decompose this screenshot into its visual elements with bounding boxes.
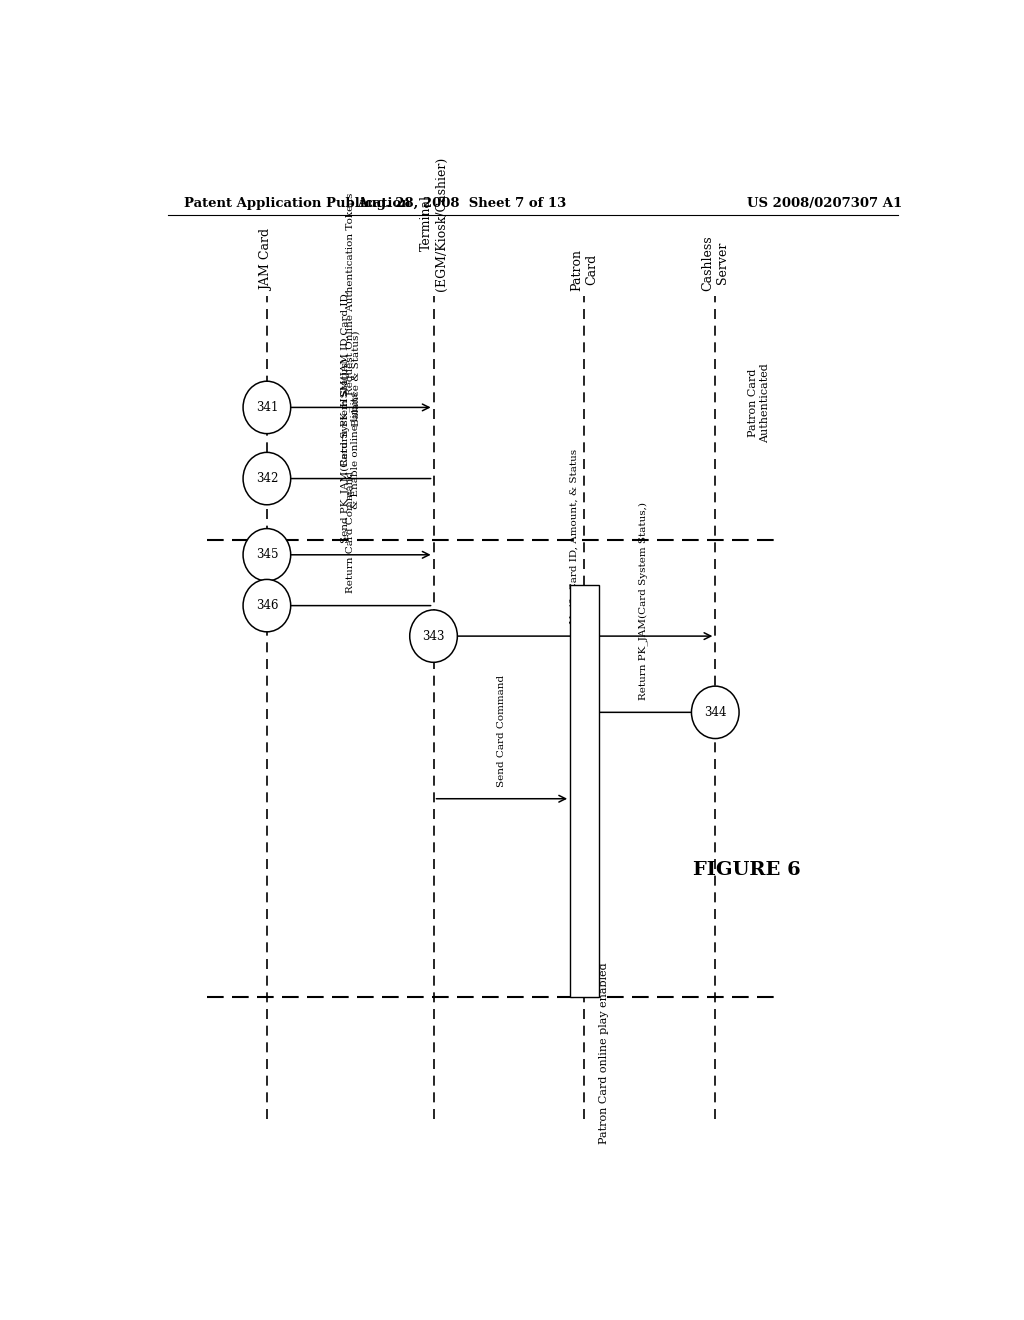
Text: Send Card Command: Send Card Command xyxy=(498,675,506,787)
Text: 341: 341 xyxy=(256,401,279,414)
Text: JAM Card: JAM Card xyxy=(260,228,273,290)
Text: Verify Card ID, Amount, & Status: Verify Card ID, Amount, & Status xyxy=(570,449,579,624)
Text: Patent Application Publication: Patent Application Publication xyxy=(183,197,411,210)
Text: FIGURE 6: FIGURE 6 xyxy=(693,861,801,879)
Text: Aug. 28, 2008  Sheet 7 of 13: Aug. 28, 2008 Sheet 7 of 13 xyxy=(356,197,566,210)
Text: US 2008/0207307 A1: US 2008/0207307 A1 xyxy=(748,197,902,210)
Text: Return Card Command: Return Card Command xyxy=(346,471,354,594)
Ellipse shape xyxy=(691,686,739,739)
Ellipse shape xyxy=(243,453,291,504)
Text: Patron Card
Authenticated: Patron Card Authenticated xyxy=(749,363,770,444)
Text: Request Online Authentication Tokens: Request Online Authentication Tokens xyxy=(346,193,354,395)
Text: Patron Card online play enabled: Patron Card online play enabled xyxy=(599,962,609,1143)
Text: Send PK_JAM(Card System Status)
& Enable online limits: Send PK_JAM(Card System Status) & Enable… xyxy=(340,358,360,543)
Ellipse shape xyxy=(243,381,291,434)
Text: Cashless
Server: Cashless Server xyxy=(701,235,729,290)
Text: 342: 342 xyxy=(256,473,279,484)
Text: Terminal
(EGM/Kiosk/Cashier): Terminal (EGM/Kiosk/Cashier) xyxy=(420,156,447,290)
Ellipse shape xyxy=(410,610,458,663)
Text: Return PK_JAM(Card System Status,): Return PK_JAM(Card System Status,) xyxy=(638,502,647,700)
Text: Return PK_HSM(JAM ID,Card ID,
Balance & Status): Return PK_HSM(JAM ID,Card ID, Balance & … xyxy=(340,290,360,466)
Ellipse shape xyxy=(243,579,291,632)
Text: 344: 344 xyxy=(705,706,726,719)
Text: 345: 345 xyxy=(256,548,279,561)
Text: Patron
Card: Patron Card xyxy=(570,248,598,290)
Text: 346: 346 xyxy=(256,599,279,612)
Text: 343: 343 xyxy=(422,630,444,643)
Bar xyxy=(570,585,599,997)
Ellipse shape xyxy=(243,528,291,581)
